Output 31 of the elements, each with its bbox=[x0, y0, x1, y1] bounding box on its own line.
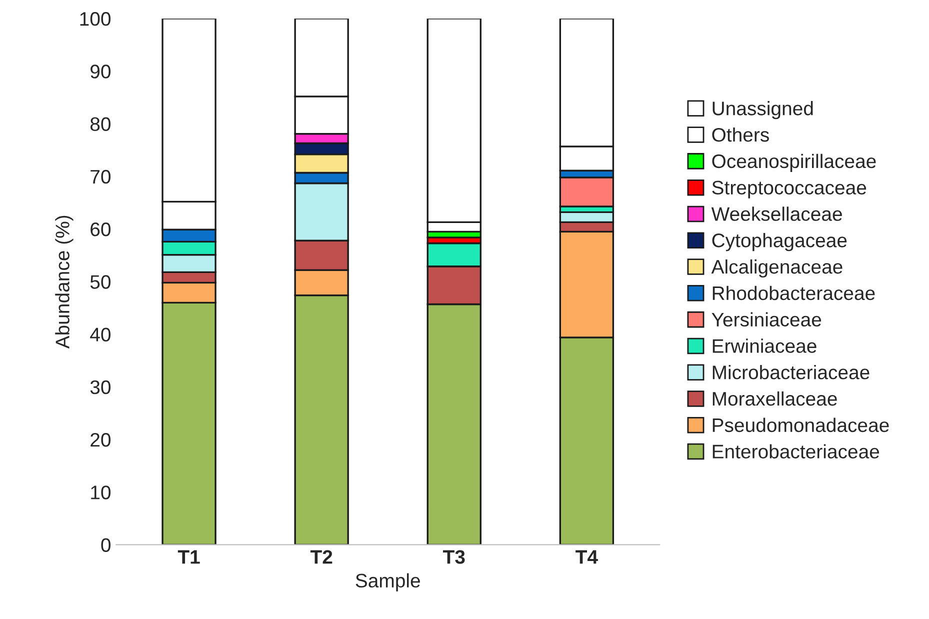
legend-label: Microbacteriaceae bbox=[712, 365, 870, 380]
x-tick-label: T1 bbox=[178, 550, 200, 564]
y-tick-label: 100 bbox=[80, 12, 111, 26]
legend-label: Yersiniaceae bbox=[712, 312, 822, 327]
legend-label: Others bbox=[712, 127, 769, 142]
legend-label: Rhodobacteraceae bbox=[712, 286, 875, 300]
y-tick-label: 70 bbox=[90, 170, 111, 184]
legend-label: Weeksellaceae bbox=[711, 206, 842, 221]
x-tick-label: T4 bbox=[576, 550, 598, 564]
y-tick-label: 0 bbox=[101, 538, 111, 552]
legend-label: Moraxellaceae bbox=[712, 391, 837, 406]
y-tick-label: 60 bbox=[90, 222, 111, 236]
legend-label: Erwiniaceae bbox=[712, 338, 816, 353]
y-tick-label: 90 bbox=[90, 64, 111, 78]
y-tick-label: 20 bbox=[90, 432, 111, 447]
y-tick-label: 40 bbox=[90, 328, 111, 342]
y-tick-label: 30 bbox=[90, 380, 111, 394]
legend-label: Oceanospirillaceae bbox=[712, 154, 876, 172]
legend-label: Pseudomonadaceae bbox=[712, 418, 889, 432]
legend-label: Streptococcaceae bbox=[712, 180, 866, 198]
y-tick-label: 80 bbox=[90, 117, 111, 132]
legend-label: Cytophagaceae bbox=[712, 233, 847, 252]
x-tick-label: T2 bbox=[310, 550, 332, 564]
legend-label: Unassigned bbox=[712, 101, 813, 120]
x-tick-label: T3 bbox=[443, 550, 465, 564]
legend-label: Enterobacteriaceae bbox=[712, 444, 880, 458]
x-axis-title: Sample bbox=[356, 573, 420, 592]
legend-label: Alcaligenaceae bbox=[711, 259, 842, 278]
y-tick-label: 50 bbox=[90, 275, 111, 289]
y-axis-title: Abundance (%) bbox=[55, 216, 74, 349]
y-tick-label: 10 bbox=[91, 486, 111, 500]
